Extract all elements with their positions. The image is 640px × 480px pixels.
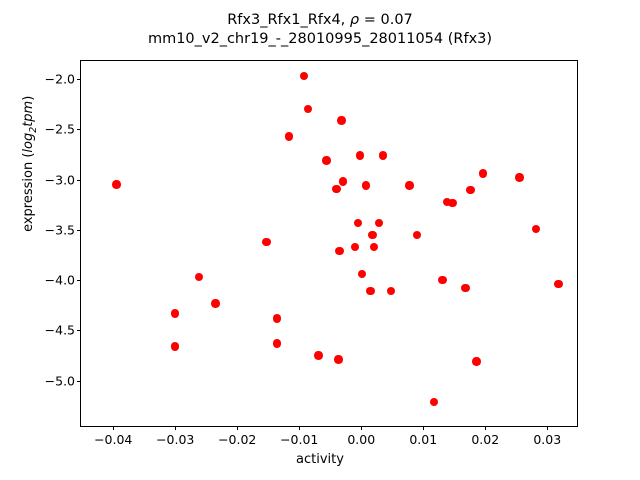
data-point <box>335 246 344 256</box>
data-point <box>366 287 375 296</box>
data-point <box>370 242 379 252</box>
rho-symbol: ρ <box>349 12 360 28</box>
data-point <box>531 224 541 234</box>
data-point <box>112 180 121 189</box>
y-axis-tick <box>77 129 81 131</box>
x-axis-tick-label: −0.01 <box>280 432 319 447</box>
y-axis-tick-label: −2.5 <box>44 121 75 137</box>
data-point <box>429 397 438 407</box>
x-axis-tick <box>113 426 115 430</box>
title-pair-label: Rfx3_Rfx1_Rfx4, <box>227 12 350 28</box>
x-axis-tick <box>299 426 301 430</box>
y-axis-label: expression (log2tpm) <box>21 24 39 304</box>
data-point <box>300 71 309 81</box>
x-axis-tick-label: 0.03 <box>533 432 562 447</box>
data-point <box>466 185 475 194</box>
data-point <box>171 309 180 318</box>
data-point <box>554 280 563 289</box>
rho-value: = 0.07 <box>359 12 413 28</box>
data-point <box>334 355 343 364</box>
data-point <box>262 237 271 247</box>
plot-axes: −0.04 −0.03 −0.02 −0.01 0.00 0.01 0.02 0.03 −2.0… <box>45 60 578 447</box>
data-point <box>353 218 363 228</box>
y-label-prefix: expression ( <box>21 152 37 232</box>
y-label-log: log <box>21 132 37 153</box>
data-point <box>405 181 414 190</box>
data-point <box>211 299 220 308</box>
x-axis-tick-label: 0.00 <box>347 432 376 447</box>
data-point <box>357 269 367 279</box>
y-label-subscript: 2 <box>27 126 39 133</box>
data-point <box>194 272 203 282</box>
title-line-1: Rfx3_Rfx1_Rfx4, ρ = 0.07 <box>0 11 640 30</box>
y-axis-tick-label: −5.0 <box>44 373 75 389</box>
y-label-tpm: tpm <box>21 100 37 127</box>
x-axis-tick <box>237 426 239 430</box>
data-point <box>171 342 180 351</box>
data-point <box>339 177 348 186</box>
x-axis-tick <box>423 426 425 430</box>
data-point <box>515 173 524 182</box>
figure-title: Rfx3_Rfx1_Rfx4, ρ = 0.07 mm10_v2_chr19_-… <box>0 11 640 49</box>
x-axis-tick-label: 0.02 <box>471 432 500 447</box>
data-point <box>272 339 282 348</box>
y-axis-tick <box>77 79 81 81</box>
data-point <box>386 287 396 296</box>
data-point <box>412 230 422 240</box>
data-point <box>375 218 384 228</box>
y-axis-tick <box>77 280 81 282</box>
x-axis-tick-label: 0.01 <box>409 432 438 447</box>
data-point <box>322 156 331 165</box>
x-axis-label: activity <box>296 452 344 467</box>
data-point <box>472 357 481 366</box>
data-point <box>332 184 341 193</box>
y-label-suffix: ) <box>21 95 37 101</box>
y-axis-tick-label: −3.0 <box>44 172 75 188</box>
data-point <box>438 276 447 285</box>
y-axis-tick <box>77 330 81 332</box>
x-axis-tick <box>547 426 549 430</box>
x-axis-tick-label: −0.04 <box>94 432 133 447</box>
x-axis-tick-label: −0.02 <box>218 432 257 447</box>
data-point <box>272 314 282 323</box>
data-point <box>355 151 365 160</box>
data-point <box>442 197 451 206</box>
x-axis-tick <box>485 426 487 430</box>
y-axis-tick-label: −4.0 <box>44 272 75 288</box>
data-point <box>461 284 470 293</box>
y-axis-tick <box>77 179 81 181</box>
data-point <box>378 151 388 160</box>
y-axis-tick-label: −3.5 <box>44 222 75 238</box>
data-point <box>284 132 293 141</box>
x-axis-tick <box>175 426 177 430</box>
y-axis-tick-label: −4.5 <box>44 322 75 338</box>
data-point <box>448 198 457 207</box>
plot-data-area <box>81 61 577 426</box>
data-point <box>314 351 323 360</box>
data-point <box>337 116 346 125</box>
y-axis-tick <box>77 380 81 382</box>
data-point <box>362 181 371 190</box>
title-line-2: mm10_v2_chr19_-_28010995_28011054 (Rfx3) <box>147 31 493 47</box>
data-point <box>350 242 360 252</box>
data-point <box>303 105 313 114</box>
data-point <box>478 169 487 178</box>
data-point <box>368 230 377 240</box>
x-axis-tick <box>361 426 363 430</box>
x-axis-tick-label: −0.03 <box>156 432 195 447</box>
y-axis-tick-label: −2.0 <box>44 71 75 87</box>
y-axis-tick <box>77 229 81 231</box>
